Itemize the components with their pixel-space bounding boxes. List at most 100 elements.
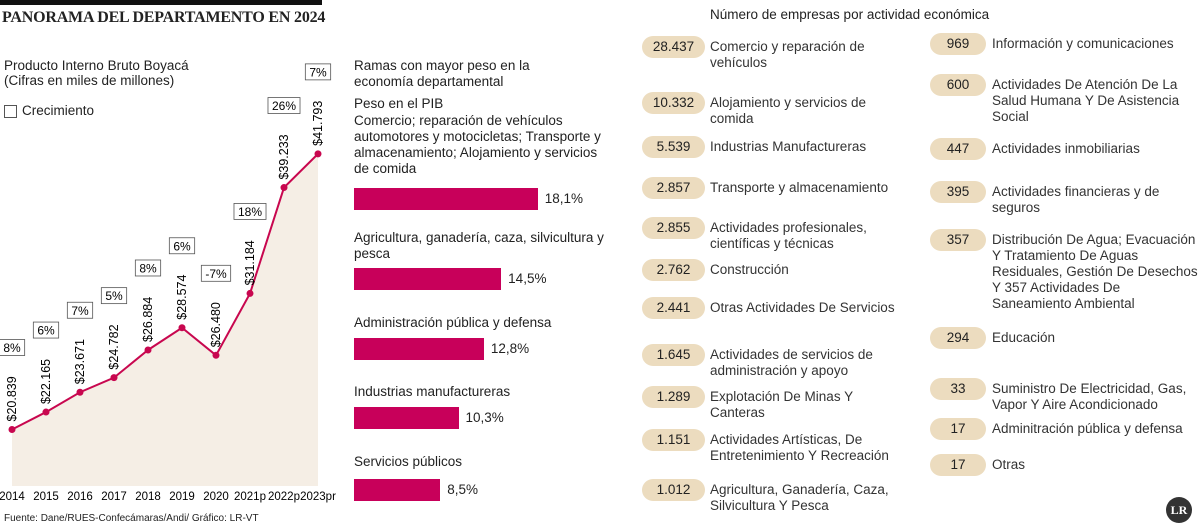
activity-label: Suministro De Electricidad, Gas, Vapor Y… xyxy=(992,381,1187,412)
count-pill: 17 xyxy=(930,454,986,476)
line-subtitle: (Cifras en miles de millones) xyxy=(4,73,175,88)
activity-label: Actividades financieras y de seguros xyxy=(992,184,1160,215)
growth-label: 7% xyxy=(309,65,327,79)
bar xyxy=(354,479,441,501)
x-tick-label: 2023pr xyxy=(300,491,336,503)
bar-value-label: 14,5% xyxy=(508,271,547,286)
value-label: $41.793 xyxy=(311,101,325,146)
bar-category: Agricultura, ganadería, caza, silvicultu… xyxy=(354,230,604,261)
bar-value-label: 8,5% xyxy=(447,482,479,497)
point xyxy=(42,408,50,416)
source: Fuente: Dane/RUES-Confecámaras/Andi/ Grá… xyxy=(4,513,259,524)
point xyxy=(314,150,322,158)
bar-title: Ramas con mayor peso en la economía depa… xyxy=(354,58,530,89)
bar-subtitle: Peso en el PIB xyxy=(354,96,444,111)
activity-label: Otras xyxy=(992,457,1026,472)
x-tick-label: 2017 xyxy=(101,491,127,503)
value-label: $24.782 xyxy=(107,324,121,369)
line xyxy=(11,153,319,431)
growth-box xyxy=(0,339,26,356)
activity-label: Actividades inmobiliarias xyxy=(992,141,1140,156)
count-pill: 2.855 xyxy=(642,217,705,239)
activity-label: Transporte y almacenamiento xyxy=(710,180,889,195)
title-rule xyxy=(0,0,322,5)
count-pill: 28.437 xyxy=(642,36,705,58)
activity-label: Adminitración pública y defensa xyxy=(992,421,1183,436)
x-tick-label: 2021p xyxy=(234,491,266,503)
value-label: $28.574 xyxy=(175,275,189,320)
activity-label: Educación xyxy=(992,330,1056,345)
bar-category: Servicios públicos xyxy=(354,454,463,469)
growth-box xyxy=(32,321,60,339)
count-pill: 5.539 xyxy=(642,136,705,158)
growth-box xyxy=(66,301,94,319)
count-pill: 600 xyxy=(930,74,986,96)
x-tick-label: 2014 xyxy=(0,491,25,503)
x-tick-label: 2016 xyxy=(67,491,93,503)
value-label: $26.480 xyxy=(209,302,223,347)
count-pill: 447 xyxy=(930,138,986,160)
point xyxy=(246,289,254,297)
growth-box xyxy=(267,97,301,114)
growth-box xyxy=(304,63,332,81)
point xyxy=(212,351,220,359)
value-label: $23.671 xyxy=(73,339,87,384)
page-title: PANORAMA DEL DEPARTAMENTO EN 2024 xyxy=(2,9,326,26)
bar-category: Administración pública y defensa xyxy=(354,315,552,330)
growth-box xyxy=(233,203,267,220)
activity-label: Información y comunicaciones xyxy=(992,36,1174,51)
area xyxy=(12,153,318,486)
activity-label: Actividades profesionales, científicas y… xyxy=(710,220,867,251)
bar-category: Industrias manufactureras xyxy=(354,384,511,399)
line-title: Producto Interno Bruto Boyacá xyxy=(4,58,189,73)
activity-label: Explotación De Minas Y Canteras xyxy=(710,389,853,420)
value-label: $39.233 xyxy=(277,134,291,179)
count-pill: 1.151 xyxy=(642,429,705,451)
point xyxy=(110,374,118,382)
activity-label: Construcción xyxy=(710,262,789,277)
count-pill: 1.012 xyxy=(642,479,705,501)
growth-label: 8% xyxy=(3,341,21,355)
value-label: $31.184 xyxy=(243,240,257,285)
growth-label: 8% xyxy=(139,261,157,275)
count-pill: 1.289 xyxy=(642,386,705,408)
x-tick-label: 2022p xyxy=(268,491,300,503)
value-label: $22.165 xyxy=(39,359,53,404)
growth-label: 5% xyxy=(105,289,123,303)
count-pill: 969 xyxy=(930,33,986,55)
bar-value-label: 10,3% xyxy=(465,410,504,425)
activity-label: Alojamiento y servicios de comida xyxy=(710,95,867,126)
bar-category: Comercio; reparación de vehículos automo… xyxy=(354,113,601,176)
count-pill: 395 xyxy=(930,181,986,203)
count-pill: 17 xyxy=(930,418,986,440)
activity-label: Actividades De Atención De La Salud Huma… xyxy=(992,77,1180,124)
count-pill: 357 xyxy=(930,229,986,251)
point xyxy=(280,184,288,192)
logo: LR xyxy=(1166,497,1192,523)
bar xyxy=(354,268,502,290)
point xyxy=(8,426,16,434)
growth-box xyxy=(168,237,196,255)
count-pill: 10.332 xyxy=(642,92,705,114)
value-label: $20.839 xyxy=(5,376,19,421)
bar-value-label: 12,8% xyxy=(490,341,530,356)
activity-label: Agricultura, Ganadería, Caza, Silvicultu… xyxy=(710,482,889,513)
count-pill: 1.645 xyxy=(642,344,705,366)
activity-label: Industrias Manufactureras xyxy=(710,139,867,154)
point xyxy=(178,324,186,332)
count-pill: 294 xyxy=(930,327,986,349)
legend-swatch xyxy=(4,105,17,118)
businesses-title: Número de empresas por actividad económi… xyxy=(710,7,990,22)
activity-label: Distribución De Agua; Evacuación Y Trata… xyxy=(992,232,1198,311)
activity-label: Actividades Artísticas, De Entretenimien… xyxy=(710,432,889,463)
point xyxy=(76,388,84,396)
growth-box xyxy=(134,259,162,277)
activity-label: Comercio y reparación de vehículos xyxy=(710,39,865,70)
growth-box xyxy=(100,287,128,305)
point xyxy=(144,346,152,354)
growth-label: 26% xyxy=(272,99,296,113)
bar xyxy=(354,188,538,210)
activity-label: Actividades de servicios de administraci… xyxy=(710,347,873,378)
count-pill: 2.441 xyxy=(642,297,705,319)
x-tick-label: 2019 xyxy=(169,491,195,503)
